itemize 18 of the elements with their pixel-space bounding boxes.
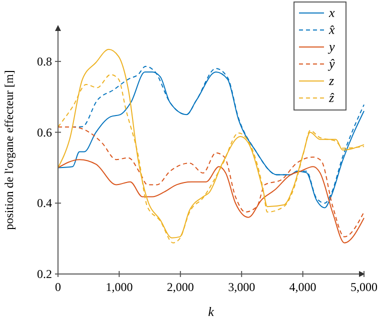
x-tick-label: 5,000 (350, 280, 378, 294)
y-tick-label: 0.2 (37, 267, 52, 281)
legend-label: x (328, 5, 335, 20)
x-tick-label: 1,000 (106, 280, 133, 294)
legend-label: x̂ (328, 22, 335, 37)
x-tick-label: 0 (55, 280, 61, 294)
legend-label: y (327, 39, 335, 54)
y-axis-title: position de l'organe effecteur [m] (2, 70, 16, 230)
x-tick-label: 4,000 (289, 280, 316, 294)
y-tick-label: 0.6 (37, 125, 52, 140)
y-tick-label: 0.8 (37, 54, 52, 68)
legend-label: z (328, 73, 334, 88)
legend-label: ŷ (327, 56, 335, 71)
legend-label: ẑ (328, 90, 335, 105)
x-tick-label: 3,000 (228, 280, 256, 294)
x-axis-title: k (208, 304, 214, 319)
y-tick-label: 0.4 (37, 196, 52, 210)
x-tick-label: 2,000 (166, 280, 194, 294)
